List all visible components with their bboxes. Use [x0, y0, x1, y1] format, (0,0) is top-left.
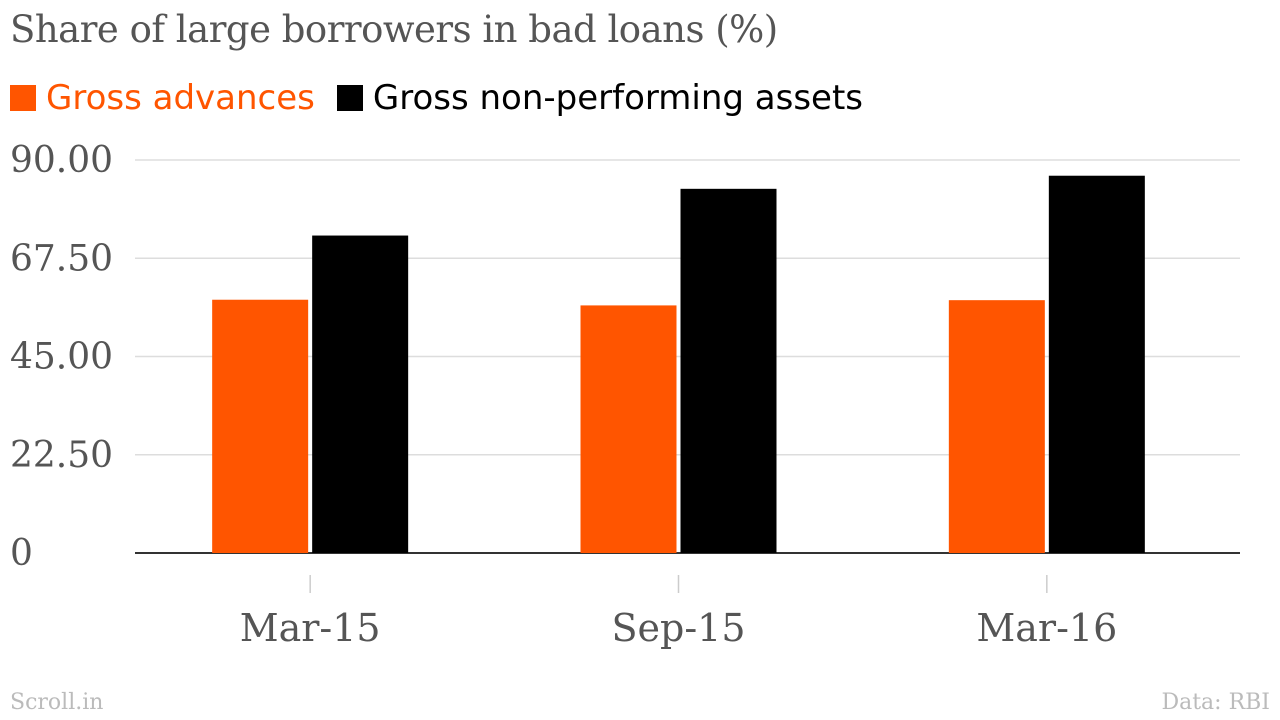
y-tick-label: 67.50 [10, 238, 113, 279]
footer-source-left: Scroll.in [10, 690, 104, 715]
x-category-label: Sep-15 [611, 606, 745, 650]
bar [1048, 175, 1145, 553]
legend-item-gross-npa: Gross non-performing assets [336, 78, 864, 118]
y-tick-label: 0 [10, 533, 33, 574]
footer-source-right: Data: RBI [1161, 690, 1270, 715]
legend-label-gross-npa: Gross non-performing assets [372, 78, 864, 118]
bar [580, 305, 677, 553]
bar [212, 299, 309, 553]
bar [680, 188, 777, 553]
legend-item-gross-advances: Gross advances [10, 78, 315, 118]
x-category-label: Mar-15 [240, 606, 381, 650]
y-tick-label: 22.50 [10, 435, 113, 476]
x-category-label: Mar-16 [976, 606, 1117, 650]
y-tick-label: 45.00 [10, 337, 113, 378]
bar [948, 300, 1045, 553]
legend-label-gross-advances: Gross advances [46, 78, 315, 118]
legend-swatch-gross-advances [10, 85, 36, 111]
y-tick-label: 90.00 [10, 140, 113, 181]
bar [312, 235, 409, 553]
legend: Gross advances Gross non-performing asse… [10, 74, 885, 122]
legend-swatch-gross-npa [336, 85, 363, 111]
chart-title: Share of large borrowers in bad loans (%… [10, 8, 778, 51]
